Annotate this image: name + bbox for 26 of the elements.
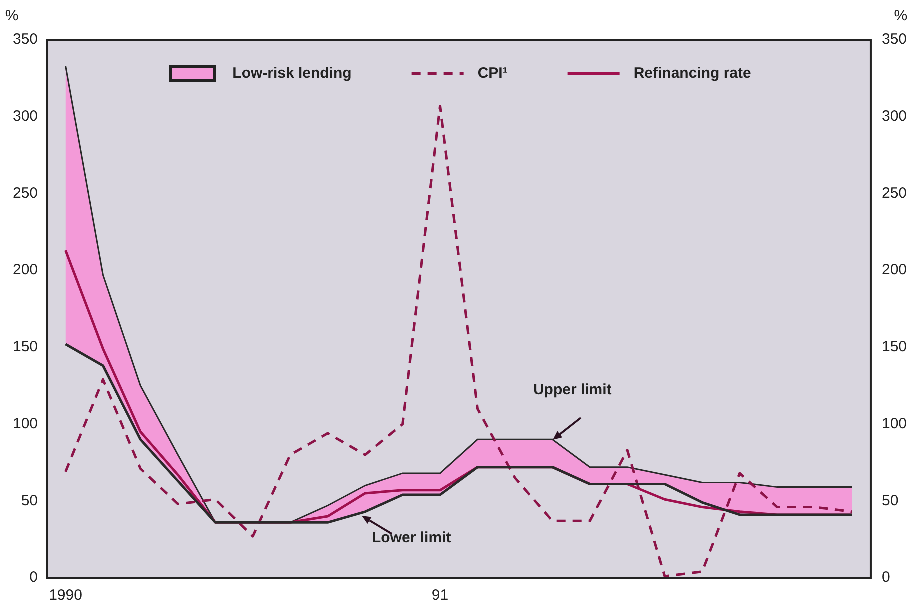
y2-tick-label: 100 [882,415,908,432]
y2-tick-label: 300 [882,108,908,125]
legend-label: Low-risk lending [232,65,352,82]
line-series [64,104,854,578]
annotation: Lower limit [372,529,452,546]
y-tick-label: 150 [12,338,38,356]
x-tick-label: 91 [432,587,449,604]
y2-tick-label: 250 [882,184,908,202]
y-axis-title: % [5,8,19,25]
y2-tick-label: 350 [882,31,908,48]
annotation: Upper limit [533,381,612,398]
y2-tick-label: 200 [882,262,908,279]
y-tick-label: 350 [12,31,38,48]
y2-tick-label: 150 [882,338,908,356]
legend-label: CPI¹ [478,65,508,82]
y-tick-label: 100 [12,415,38,432]
y2-axis-title: % [894,8,908,25]
y-tick-label: 300 [12,108,38,125]
y-tick-label: 0 [30,569,38,586]
y2-tick-label: 0 [882,569,890,586]
y-tick-label: 250 [12,184,38,202]
x-tick-label: 1990 [49,587,82,604]
y2-tick-label: 50 [882,492,899,510]
y-tick-label: 50 [21,492,38,510]
y-tick-label: 200 [12,262,38,279]
legend-label: Refinancing rate [634,65,752,82]
